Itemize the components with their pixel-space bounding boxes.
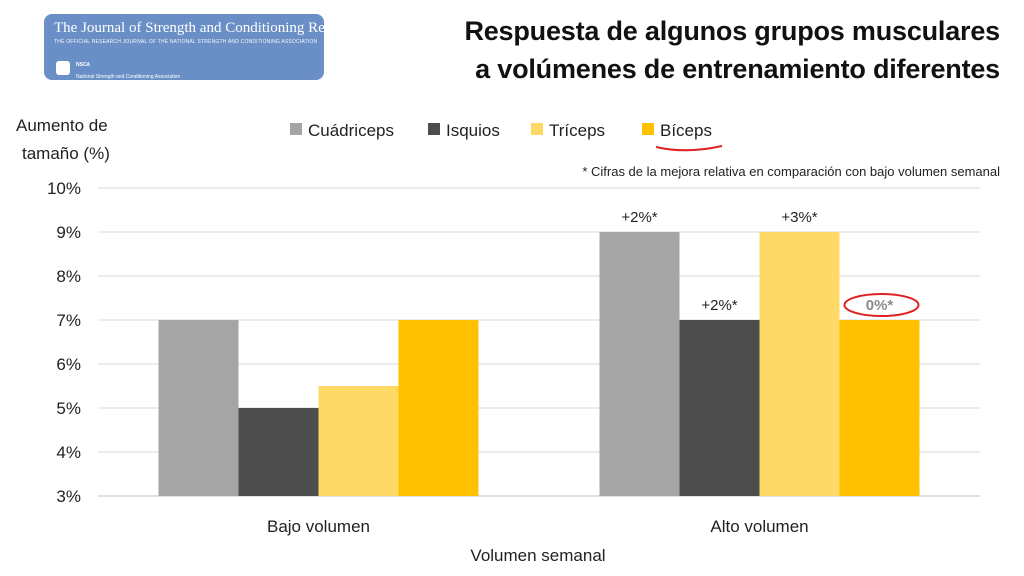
- data-label: +2%*: [621, 209, 657, 226]
- journal-logo: The Journal of Strength and Conditioning…: [44, 14, 364, 80]
- bar: [839, 320, 920, 496]
- legend-swatch: [290, 123, 302, 135]
- logo-org-abbr: NSCA: [76, 62, 91, 68]
- legend-underline: [655, 145, 723, 152]
- data-label: 0%*: [866, 297, 894, 314]
- logo-title: The Journal of Strength and Conditioning…: [54, 20, 364, 36]
- bar: [238, 408, 319, 496]
- bar: [759, 232, 840, 496]
- legend-label: Bíceps: [660, 121, 712, 140]
- y-tick-label: 10%: [47, 179, 81, 198]
- legend-label: Isquios: [446, 121, 500, 140]
- logo-org: NSCA National Strength and Conditioning …: [56, 56, 180, 80]
- data-label: +2%*: [701, 297, 737, 314]
- page-title: Respuesta de algunos grupos musculares a…: [350, 12, 1000, 88]
- y-tick-label: 6%: [56, 355, 81, 374]
- logo-org-name: National Strength and Conditioning Assoc…: [76, 74, 181, 80]
- y-tick-label: 4%: [56, 443, 81, 462]
- title-line-2: a volúmenes de entrenamiento diferentes: [475, 54, 1000, 84]
- highlight-circle: [843, 293, 920, 317]
- nsca-mark-icon: [56, 61, 70, 75]
- x-tick-label: Alto volumen: [710, 517, 808, 536]
- legend-label: Cuádriceps: [308, 121, 394, 140]
- y-tick-label: 5%: [56, 399, 81, 418]
- y-tick-label: 8%: [56, 267, 81, 286]
- bar: [318, 386, 399, 496]
- y-tick-label: 9%: [56, 223, 81, 242]
- chart-note: * Cifras de la mejora relativa en compar…: [582, 164, 1000, 179]
- y-tick-label: 3%: [56, 487, 81, 506]
- x-tick-label: Bajo volumen: [267, 517, 370, 536]
- y-tick-label: 7%: [56, 311, 81, 330]
- y-axis-label-line-2: tamaño (%): [22, 144, 110, 163]
- bar: [158, 320, 239, 496]
- x-axis-label: Volumen semanal: [470, 546, 605, 565]
- legend-swatch: [531, 123, 543, 135]
- bar: [599, 232, 680, 496]
- legend-swatch: [428, 123, 440, 135]
- title-line-1: Respuesta de algunos grupos musculares: [464, 16, 1000, 46]
- legend-label: Tríceps: [549, 121, 605, 140]
- bar: [398, 320, 479, 496]
- y-axis-label-line-1: Aumento de: [16, 116, 108, 135]
- logo-subtitle: THE OFFICIAL RESEARCH JOURNAL OF THE NAT…: [54, 39, 318, 45]
- legend-swatch: [642, 123, 654, 135]
- data-label: +3%*: [781, 209, 817, 226]
- bar: [679, 320, 760, 496]
